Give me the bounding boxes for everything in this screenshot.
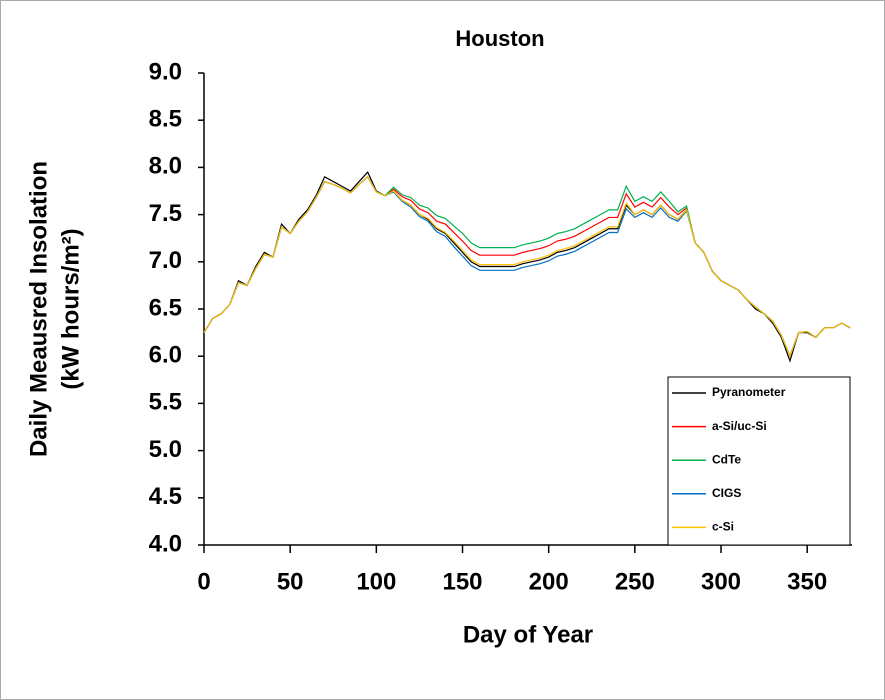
y-tick-label: 6.5 [149,294,182,321]
y-tick-label: 7.0 [149,247,182,274]
y-tick-label: 8.0 [149,153,182,180]
y-tick-label: 5.0 [149,436,182,463]
legend-box [667,376,851,546]
y-tick-label: 4.0 [149,530,182,557]
y-tick-label: 7.5 [149,200,182,227]
x-tick-label: 350 [787,568,827,595]
x-axis-title: Day of Year [463,621,593,648]
y-tick-label: 9.0 [149,58,182,85]
y-tick-label: 6.0 [149,342,182,369]
y-tick-label: 4.5 [149,483,182,510]
chart-title: Houston [455,26,544,51]
legend-label: a-Si/uc-Si [712,419,767,433]
legend-label: CIGS [712,486,741,500]
x-tick-label: 100 [356,568,396,595]
x-tick-label: 300 [701,568,741,595]
y-tick-label: 5.5 [149,389,182,416]
legend-label: Pyranometer [712,385,786,399]
y-axis-title: Daily Meausred Insolation [25,161,52,457]
data-line [203,175,851,358]
x-tick-label: 200 [529,568,569,595]
y-tick-label: 8.5 [149,106,182,133]
x-tick-label: 50 [277,568,304,595]
x-tick-label: 150 [442,568,482,595]
legend-label: CdTe [712,452,741,466]
x-tick-label: 0 [197,568,210,595]
y-axis-title: (kW hours/m²) [57,228,84,389]
x-tick-label: 250 [615,568,655,595]
legend-label: c-Si [712,520,734,534]
